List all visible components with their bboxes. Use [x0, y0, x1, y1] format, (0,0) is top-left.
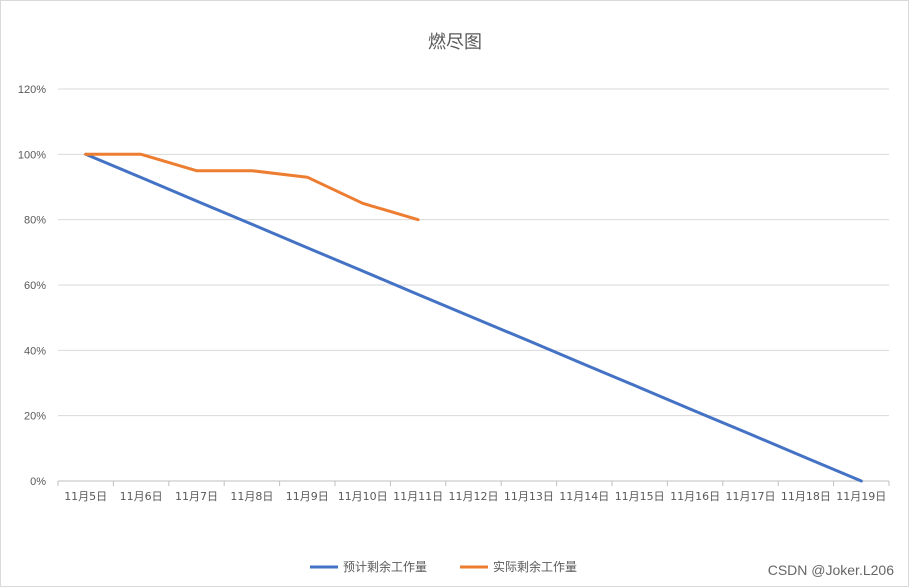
x-tick-label: 11月6日: [120, 490, 163, 503]
x-tick-label: 11月11日: [393, 490, 443, 503]
y-tick-label: 100%: [18, 149, 46, 161]
x-tick-label: 11月13日: [504, 490, 554, 503]
x-tick-label: 11月7日: [175, 490, 218, 503]
series-line-planned: [84, 152, 863, 483]
series-line-actual: [84, 152, 420, 222]
watermark-text: CSDN @Joker.L206: [767, 562, 894, 578]
x-tick-label: 11月15日: [615, 490, 665, 503]
x-tick-label: 11月8日: [230, 490, 273, 503]
x-tick-label: 11月14日: [559, 490, 609, 503]
x-tick-label: 11月5日: [64, 490, 107, 503]
x-tick-label: 11月17日: [726, 490, 776, 503]
y-tick-label: 120%: [18, 84, 46, 96]
y-tick-label: 20%: [24, 411, 46, 423]
x-tick-label: 11月9日: [286, 490, 329, 503]
x-tick-label: 11月16日: [670, 490, 720, 503]
y-tick-label: 0%: [30, 476, 46, 488]
x-tick-label: 11月19日: [836, 490, 886, 503]
y-tick-label: 40%: [24, 345, 46, 357]
y-tick-label: 60%: [24, 280, 46, 292]
legend-label: 实际剩余工作量: [493, 559, 577, 574]
legend-label: 预计剩余工作量: [343, 559, 427, 574]
x-tick-label: 11月12日: [449, 490, 499, 503]
y-tick-label: 80%: [24, 215, 46, 227]
x-tick-label: 11月18日: [781, 490, 831, 503]
x-tick-label: 11月10日: [338, 490, 388, 503]
chart-title: 燃尽图: [428, 32, 482, 53]
